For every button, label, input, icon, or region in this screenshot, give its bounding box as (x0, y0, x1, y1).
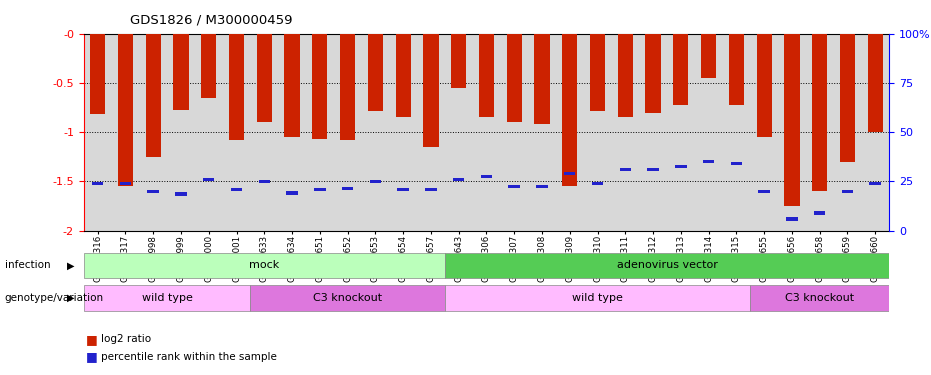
Text: mock: mock (250, 260, 279, 270)
Bar (120, 182, 131, 185)
Bar (814, 211, 826, 214)
Text: wild type: wild type (572, 293, 623, 303)
Text: ■: ■ (86, 351, 98, 363)
Bar (445, 253, 889, 278)
Bar (312, 34, 328, 139)
Text: log2 ratio: log2 ratio (101, 334, 151, 344)
Bar (757, 34, 772, 137)
Bar (480, 175, 492, 178)
Bar (145, 34, 161, 157)
Bar (90, 34, 105, 114)
Bar (370, 180, 381, 183)
Bar (84, 253, 445, 278)
Bar (175, 192, 187, 196)
Text: ▶: ▶ (67, 293, 74, 303)
Bar (203, 178, 214, 181)
Text: adenovirus vector: adenovirus vector (616, 260, 718, 270)
Bar (784, 34, 800, 206)
Bar (868, 34, 883, 132)
Bar (786, 217, 798, 220)
Bar (729, 34, 744, 105)
Text: ▶: ▶ (67, 261, 74, 270)
Bar (231, 188, 242, 191)
Bar (147, 189, 159, 193)
Bar (673, 34, 688, 105)
Bar (703, 160, 714, 164)
Bar (562, 34, 577, 186)
Bar (592, 182, 603, 185)
Bar (396, 34, 411, 117)
Bar (750, 285, 889, 310)
Bar (701, 34, 716, 78)
Bar (257, 34, 272, 122)
Bar (425, 188, 437, 191)
Bar (812, 34, 828, 191)
Bar (201, 34, 216, 98)
Bar (314, 188, 326, 191)
Bar (840, 34, 855, 162)
Bar (118, 34, 133, 186)
Bar (398, 188, 409, 191)
Bar (453, 178, 465, 181)
Text: wild type: wild type (142, 293, 193, 303)
Bar (870, 182, 881, 185)
Text: percentile rank within the sample: percentile rank within the sample (101, 352, 277, 362)
Bar (445, 285, 750, 310)
Bar (285, 34, 300, 137)
Bar (731, 162, 742, 165)
Text: C3 knockout: C3 knockout (313, 293, 382, 303)
Text: genotype/variation: genotype/variation (5, 293, 103, 303)
Bar (368, 34, 383, 111)
Bar (508, 184, 519, 188)
Bar (479, 34, 494, 117)
Bar (424, 34, 439, 147)
Bar (451, 34, 466, 88)
Bar (173, 34, 189, 110)
Bar (340, 34, 356, 140)
Bar (536, 184, 547, 188)
Bar (92, 182, 103, 185)
Bar (250, 285, 445, 310)
Bar (619, 168, 631, 171)
Bar (842, 189, 853, 193)
Bar (675, 165, 686, 168)
Bar (259, 180, 270, 183)
Bar (564, 172, 575, 175)
Bar (590, 34, 605, 111)
Bar (84, 285, 250, 310)
Text: ■: ■ (86, 333, 98, 346)
Bar (647, 168, 659, 171)
Text: infection: infection (5, 261, 50, 270)
Bar (229, 34, 244, 140)
Text: GDS1826 / M300000459: GDS1826 / M300000459 (130, 13, 293, 26)
Bar (287, 192, 298, 195)
Bar (617, 34, 633, 117)
Bar (506, 34, 522, 122)
Bar (534, 34, 549, 125)
Bar (759, 189, 770, 193)
Text: C3 knockout: C3 knockout (785, 293, 855, 303)
Bar (645, 34, 661, 112)
Bar (342, 187, 354, 190)
